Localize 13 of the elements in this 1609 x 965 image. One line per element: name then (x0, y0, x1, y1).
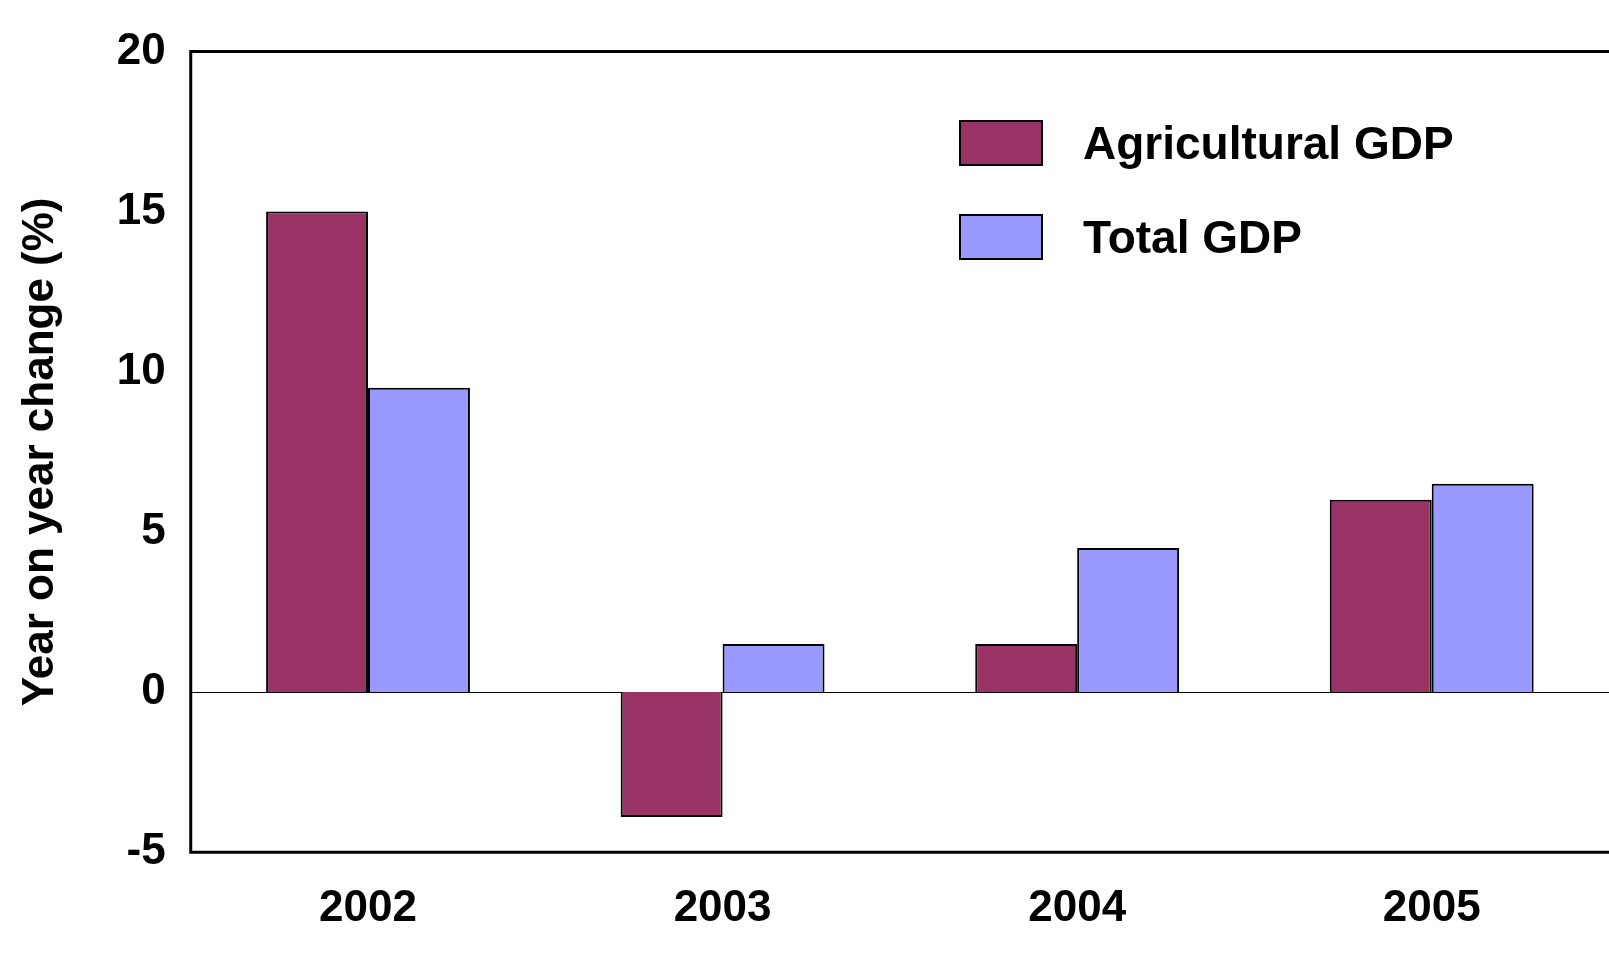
x-tick-label: 2005 (1382, 880, 1481, 930)
y-tick-label: 5 (141, 504, 166, 554)
x-tick-label: 2002 (319, 880, 417, 930)
x-tick-label: 2004 (1028, 880, 1127, 930)
y-tick-label: -5 (126, 824, 166, 874)
y-tick-label: 20 (116, 23, 166, 73)
y-tick-label: 0 (141, 664, 166, 714)
legend-label: Agricultural GDP (1083, 116, 1454, 171)
y-tick-label: 15 (116, 183, 166, 233)
y-axis-title: Year on year change (%) (12, 197, 62, 707)
legend-label: Total GDP (1083, 210, 1302, 265)
y-tick-label: 10 (116, 343, 166, 393)
x-tick-label: 2003 (673, 880, 772, 930)
